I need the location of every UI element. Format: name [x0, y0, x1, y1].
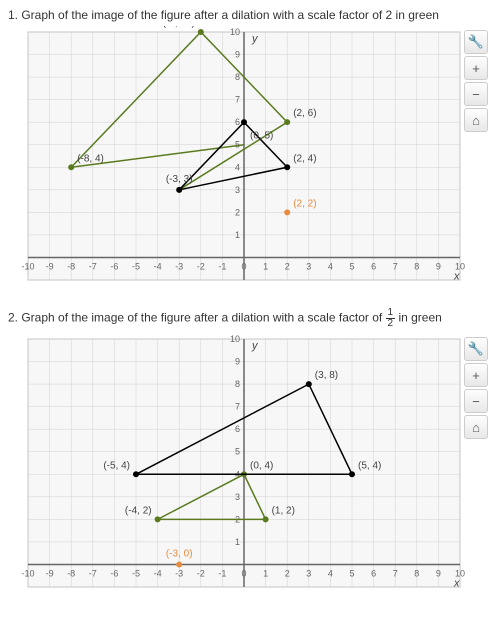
svg-text:5: 5: [349, 568, 354, 578]
svg-text:-4: -4: [154, 261, 162, 271]
svg-text:7: 7: [235, 95, 240, 105]
svg-text:2: 2: [235, 207, 240, 217]
q2-fraction: 12: [386, 308, 396, 329]
svg-text:3: 3: [306, 261, 311, 271]
svg-text:7: 7: [393, 568, 398, 578]
zoom-out-icon[interactable]: −: [464, 389, 488, 413]
svg-text:-6: -6: [110, 261, 118, 271]
svg-text:-10: -10: [21, 261, 34, 271]
home-icon[interactable]: ⌂: [464, 108, 488, 132]
svg-text:-2: -2: [197, 261, 205, 271]
svg-text:(-8, 4): (-8, 4): [77, 153, 104, 164]
svg-text:x: x: [453, 577, 460, 589]
svg-text:5: 5: [235, 447, 240, 457]
home-icon[interactable]: ⌂: [464, 415, 488, 439]
svg-text:-3: -3: [175, 261, 183, 271]
wrench-icon[interactable]: 🔧: [464, 30, 488, 54]
chart-2-wrap: -10-9-8-7-6-5-4-3-2-10123456789101234567…: [8, 333, 492, 603]
chart-1-wrap: -10-9-8-7-6-5-4-3-2-10123456789101234567…: [8, 26, 492, 296]
question-1: 1. Graph of the image of the figure afte…: [8, 8, 492, 296]
question-2-text: 2. Graph of the image of the figure afte…: [8, 308, 492, 329]
svg-text:8: 8: [414, 261, 419, 271]
q2-prefix: 2. Graph of the image of the figure afte…: [8, 311, 386, 325]
svg-text:9: 9: [235, 50, 240, 60]
svg-text:(2, 6): (2, 6): [293, 108, 316, 119]
question-1-text: 1. Graph of the image of the figure afte…: [8, 8, 492, 22]
svg-text:-1: -1: [218, 568, 226, 578]
svg-text:(-4, 2): (-4, 2): [125, 505, 152, 516]
svg-text:6: 6: [371, 261, 376, 271]
svg-text:-5: -5: [132, 568, 140, 578]
svg-text:1: 1: [235, 537, 240, 547]
svg-text:(0, 5): (0, 5): [250, 131, 273, 142]
svg-text:6: 6: [235, 424, 240, 434]
svg-text:2: 2: [285, 261, 290, 271]
svg-text:-9: -9: [46, 261, 54, 271]
svg-text:9: 9: [235, 357, 240, 367]
svg-text:(5, 4): (5, 4): [358, 460, 381, 471]
zoom-out-icon[interactable]: −: [464, 82, 488, 106]
svg-text:(0, 4): (0, 4): [250, 460, 273, 471]
svg-text:9: 9: [436, 568, 441, 578]
svg-text:0: 0: [241, 568, 246, 578]
wrench-icon[interactable]: 🔧: [464, 337, 488, 361]
q2-suffix: in green: [395, 311, 442, 325]
question-2: 2. Graph of the image of the figure afte…: [8, 308, 492, 603]
svg-text:(-5, 4): (-5, 4): [103, 460, 130, 471]
chart-2: -10-9-8-7-6-5-4-3-2-10123456789101234567…: [8, 333, 490, 603]
svg-text:4: 4: [235, 162, 240, 172]
chart-1-toolbox: 🔧 + − ⌂: [464, 30, 488, 132]
svg-text:(-3, 3): (-3, 3): [166, 174, 193, 185]
svg-text:1: 1: [263, 261, 268, 271]
svg-text:7: 7: [235, 402, 240, 412]
svg-text:1: 1: [235, 230, 240, 240]
svg-text:4: 4: [328, 261, 333, 271]
svg-text:8: 8: [235, 379, 240, 389]
svg-text:1: 1: [263, 568, 268, 578]
svg-text:-8: -8: [67, 568, 75, 578]
svg-text:0: 0: [241, 261, 246, 271]
svg-text:6: 6: [371, 568, 376, 578]
svg-text:5: 5: [349, 261, 354, 271]
svg-text:-3: -3: [175, 568, 183, 578]
chart-2-toolbox: 🔧 + − ⌂: [464, 337, 488, 439]
svg-text:x: x: [453, 270, 460, 282]
svg-text:-9: -9: [46, 568, 54, 578]
svg-text:-2: -2: [197, 568, 205, 578]
svg-text:(1, 2): (1, 2): [272, 505, 295, 516]
chart-1: -10-9-8-7-6-5-4-3-2-10123456789101234567…: [8, 26, 490, 296]
svg-text:(-3, 0): (-3, 0): [166, 548, 193, 559]
svg-text:8: 8: [414, 568, 419, 578]
svg-text:(2, 2): (2, 2): [293, 198, 316, 209]
svg-text:(2, 4): (2, 4): [293, 153, 316, 164]
svg-text:-5: -5: [132, 261, 140, 271]
svg-text:4: 4: [328, 568, 333, 578]
svg-text:-10: -10: [21, 568, 34, 578]
svg-text:(3, 8): (3, 8): [315, 370, 338, 381]
zoom-in-icon[interactable]: +: [464, 56, 488, 80]
svg-text:3: 3: [235, 185, 240, 195]
zoom-in-icon[interactable]: +: [464, 363, 488, 387]
svg-text:-8: -8: [67, 261, 75, 271]
svg-text:-4: -4: [154, 568, 162, 578]
svg-text:8: 8: [235, 72, 240, 82]
svg-text:-7: -7: [89, 568, 97, 578]
svg-text:10: 10: [230, 334, 240, 344]
svg-text:6: 6: [235, 117, 240, 127]
svg-text:-6: -6: [110, 568, 118, 578]
svg-text:7: 7: [393, 261, 398, 271]
svg-text:2: 2: [285, 568, 290, 578]
svg-text:-7: -7: [89, 261, 97, 271]
svg-text:-1: -1: [218, 261, 226, 271]
svg-text:3: 3: [235, 492, 240, 502]
svg-text:10: 10: [230, 27, 240, 37]
svg-text:(-2, 10): (-2, 10): [163, 26, 195, 29]
svg-text:9: 9: [436, 261, 441, 271]
svg-text:3: 3: [306, 568, 311, 578]
